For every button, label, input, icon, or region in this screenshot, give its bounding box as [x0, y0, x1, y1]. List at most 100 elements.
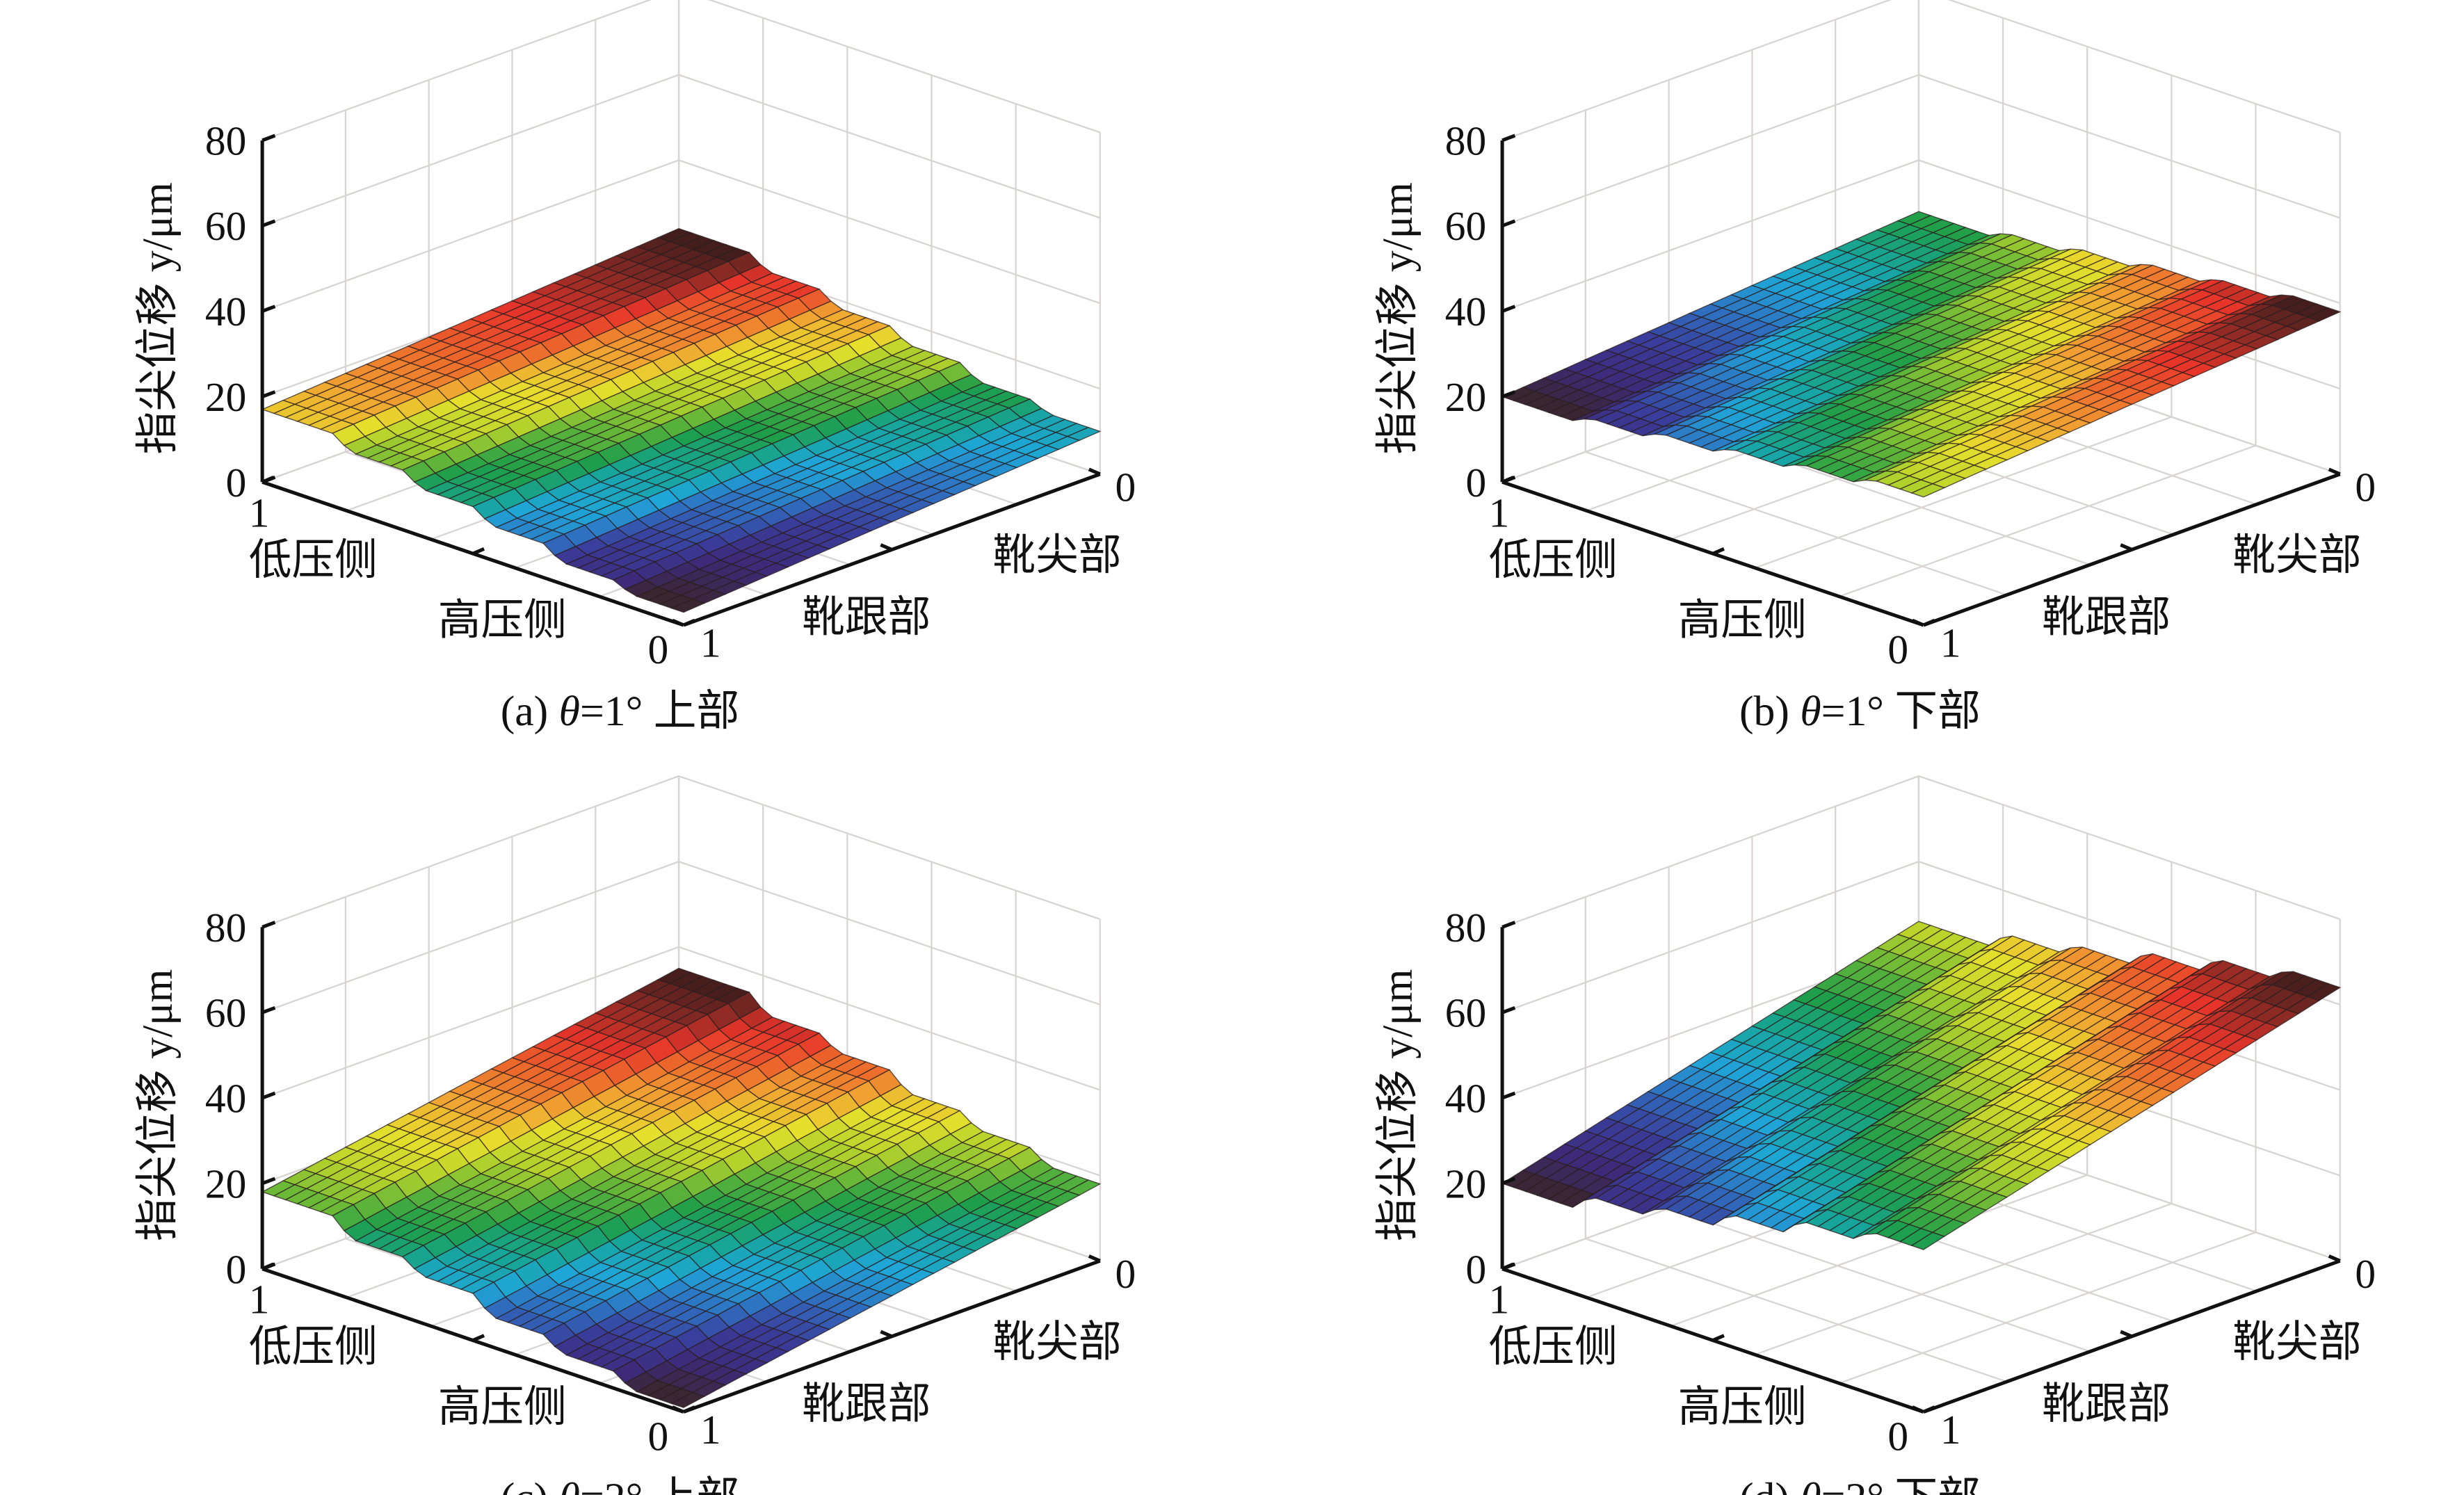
gridline	[1585, 1238, 2007, 1383]
gridline	[1501, 0, 2341, 141]
pressure-tick	[682, 1405, 695, 1414]
z-tick	[1501, 1177, 1516, 1186]
pressure-category-label: 低压侧	[1489, 1323, 1618, 1371]
heel-axis-end-label: 0	[2355, 1251, 2376, 1297]
z-tick-label: 40	[205, 1076, 246, 1122]
pressure-axis-end-label: 0	[1887, 1413, 1908, 1459]
z-tick	[1501, 219, 1516, 228]
heel-tick	[2120, 543, 2133, 551]
surface	[261, 227, 1102, 613]
heel-axis-start-label: 1	[1940, 620, 1961, 666]
caption-rest: =1° 下部	[1821, 688, 1981, 735]
caption-theta: θ	[559, 688, 580, 735]
z-tick-label: 80	[205, 905, 246, 951]
surface	[1501, 211, 2342, 498]
heel-tick	[671, 1405, 684, 1414]
pressure-category-label: 高压侧	[1678, 597, 1807, 645]
pressure-axis-start-label: 1	[1489, 490, 1510, 535]
heel-tick	[2120, 1330, 2133, 1339]
gridline	[1501, 775, 2341, 928]
z-tick	[1501, 134, 1516, 143]
pressure-tick	[261, 1262, 275, 1271]
caption-prefix: (a)	[501, 688, 559, 735]
heel-tick	[1088, 1254, 1101, 1263]
heel-axis-end-label: 0	[1115, 464, 1136, 510]
z-tick-label: 0	[226, 460, 247, 506]
z-tick-label: 20	[1445, 374, 1486, 420]
pressure-axis-start-label: 1	[1489, 1277, 1510, 1323]
z-tick	[1501, 1005, 1516, 1015]
z-tick	[261, 1177, 276, 1186]
gridline	[1501, 74, 2341, 227]
surface	[261, 967, 1102, 1409]
gridline	[261, 159, 1101, 312]
z-tick-label: 80	[1445, 118, 1486, 163]
z-tick	[261, 219, 276, 228]
heel-tick	[1088, 467, 1101, 476]
gridline	[1501, 159, 2341, 312]
z-tick	[1501, 390, 1516, 398]
surface	[1501, 921, 2342, 1250]
heel-category-label: 靴尖部	[992, 1318, 1121, 1366]
heel-category-label: 靴尖部	[2232, 532, 2361, 579]
surface-cell	[1910, 483, 1946, 498]
gridline	[261, 0, 1101, 141]
gridline	[261, 946, 1101, 1099]
heel-category-label: 靴跟部	[802, 594, 931, 641]
gridline	[261, 775, 1101, 928]
z-axis-label: 指尖位移 y/μm	[134, 969, 182, 1241]
z-tick	[1501, 1091, 1516, 1100]
pressure-tick	[472, 547, 485, 556]
heel-category-label: 靴尖部	[992, 532, 1121, 579]
pressure-axis-end-label: 0	[1887, 627, 1908, 672]
pressure-tick	[1501, 1262, 1515, 1271]
heel-tick	[2328, 1254, 2341, 1263]
heel-tick	[2328, 467, 2341, 476]
heel-category-label: 靴跟部	[2042, 594, 2171, 641]
caption-prefix: (d)	[1739, 1474, 1800, 1495]
caption-rest: =1° 上部	[580, 688, 739, 735]
panel-caption: (a) θ=1° 上部	[501, 688, 739, 735]
caption-rest: =2° 下部	[1821, 1474, 1981, 1495]
z-tick-label: 60	[1445, 990, 1486, 1036]
z-tick-label: 0	[1466, 1246, 1487, 1292]
pressure-category-label: 低压侧	[1489, 537, 1618, 584]
heel-tick	[880, 543, 893, 551]
heel-axis-end-label: 0	[2355, 464, 2376, 510]
z-tick-label: 0	[226, 1246, 247, 1292]
z-tick-label: 20	[205, 374, 246, 420]
heel-category-label: 靴尖部	[2232, 1318, 2361, 1366]
caption-theta: θ	[1800, 688, 1821, 735]
z-tick	[261, 1091, 276, 1100]
z-axis-label: 指尖位移 y/μm	[1374, 969, 1422, 1241]
pressure-tick	[472, 1334, 485, 1342]
panel-caption: (c) θ=2° 上部	[501, 1474, 739, 1495]
pressure-tick	[682, 618, 695, 627]
pressure-axis-start-label: 1	[249, 1277, 270, 1323]
z-axis-label: 指尖位移 y/μm	[134, 182, 182, 454]
caption-theta: θ	[559, 1474, 580, 1495]
gridline	[1755, 416, 2172, 569]
gridline	[1839, 1231, 2256, 1384]
z-tick-label: 60	[205, 203, 246, 249]
caption-rest: =2° 上部	[580, 1474, 739, 1495]
gridline	[1585, 451, 2007, 596]
pressure-axis-start-label: 1	[249, 490, 270, 535]
heel-tick	[1911, 618, 1924, 627]
panel-caption: (b) θ=1° 下部	[1739, 688, 1981, 735]
gridline	[1501, 860, 2341, 1014]
z-tick	[261, 390, 276, 398]
heel-axis-start-label: 1	[700, 1407, 721, 1453]
z-tick-label: 80	[205, 118, 246, 163]
heel-axis-start-label: 1	[700, 620, 721, 666]
z-tick-label: 40	[205, 289, 246, 334]
caption-prefix: (b)	[1739, 688, 1800, 735]
surface-cell	[670, 1391, 706, 1409]
surface-cell	[1910, 1231, 1946, 1250]
z-tick	[261, 305, 276, 313]
pressure-category-label: 低压侧	[249, 1323, 378, 1371]
z-tick-label: 20	[205, 1161, 246, 1206]
